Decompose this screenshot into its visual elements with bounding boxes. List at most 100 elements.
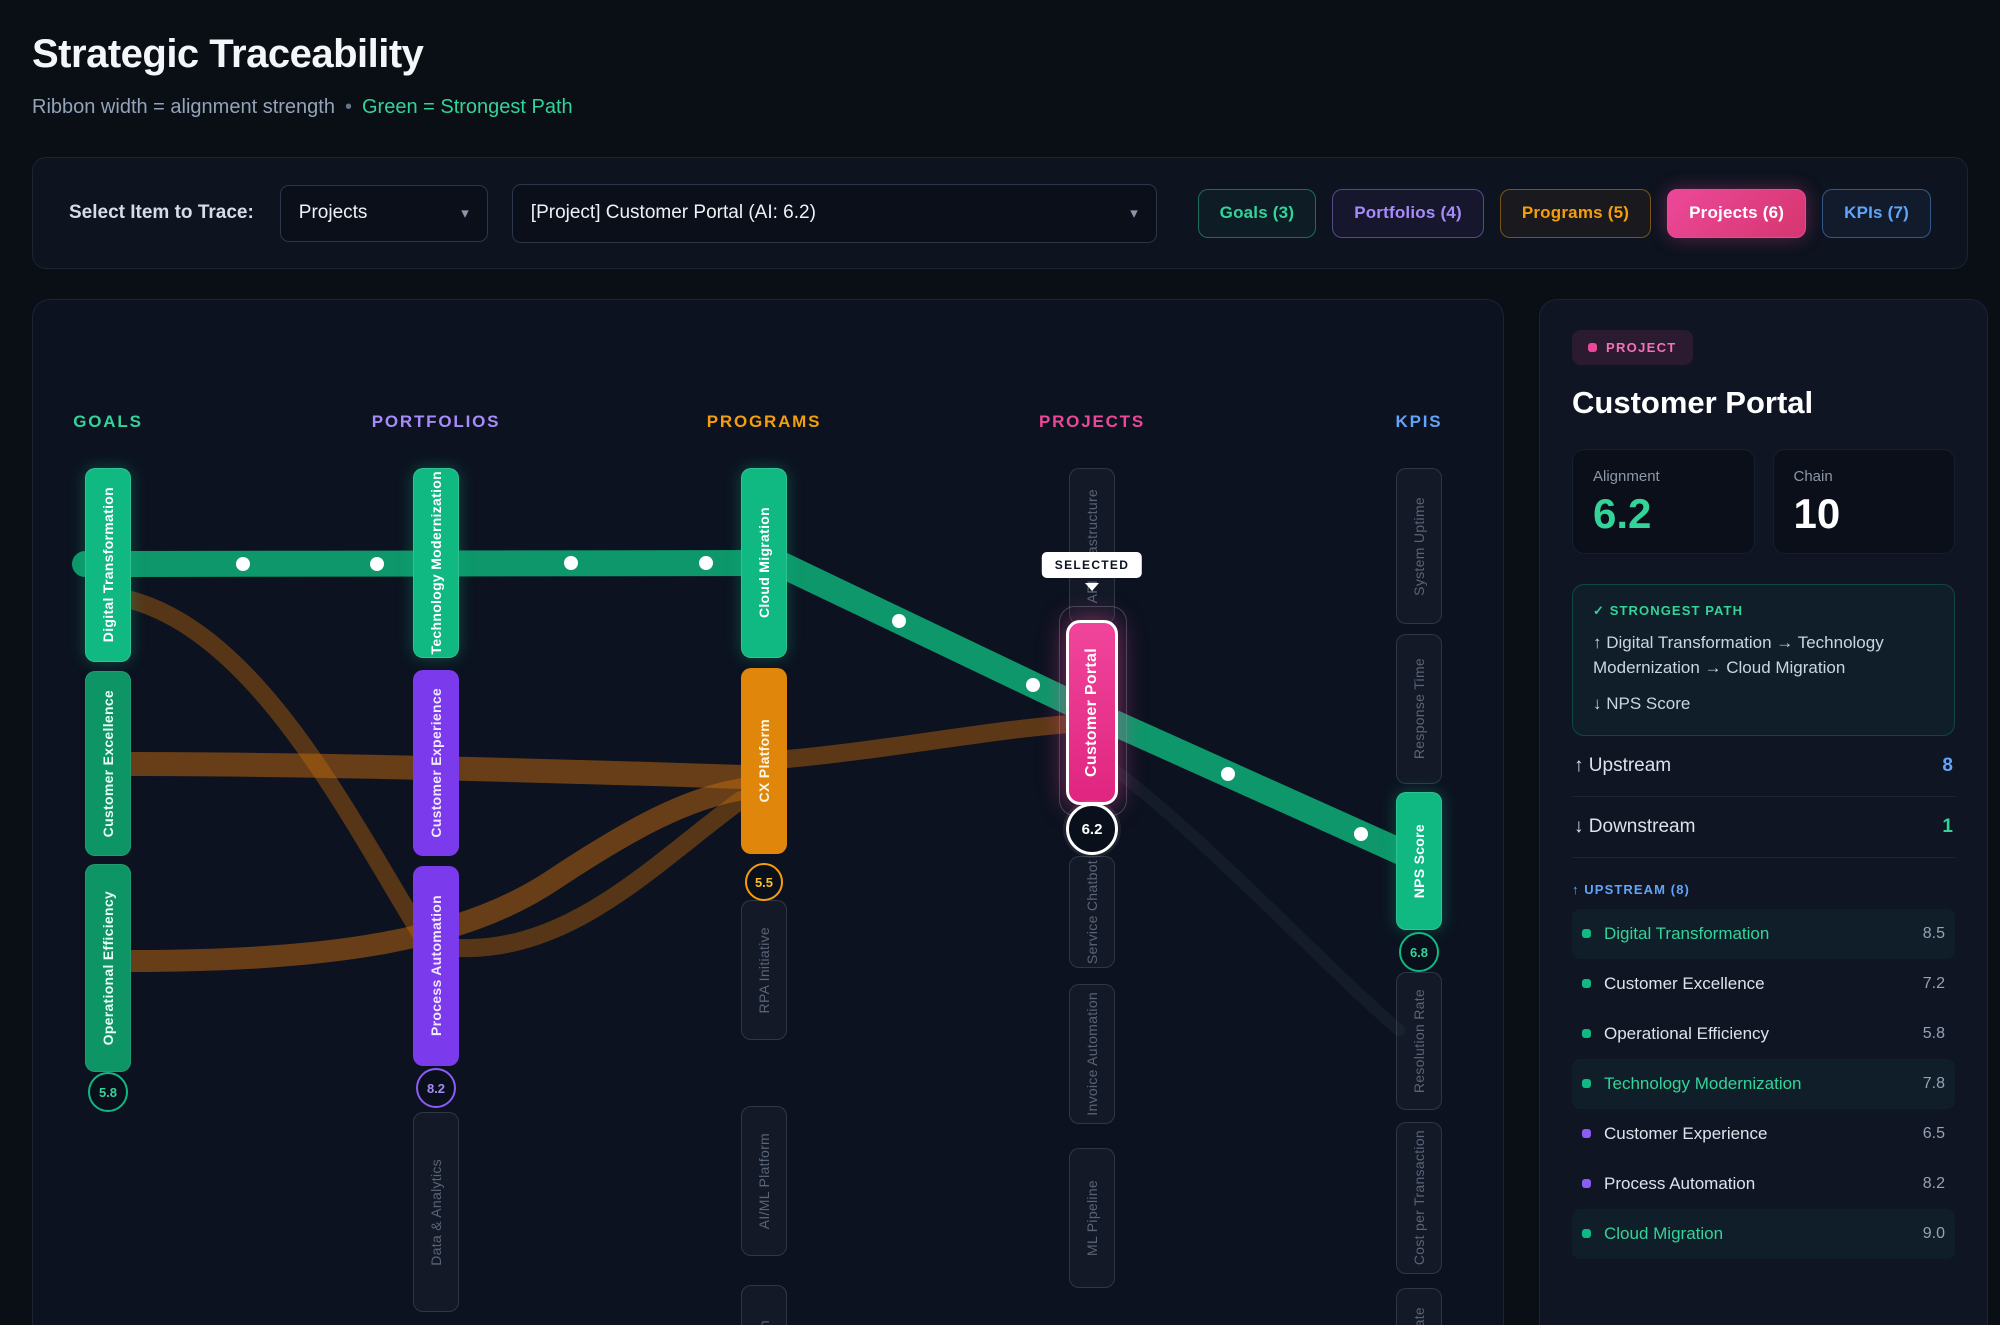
node-api-infrastructure[interactable]: API Infrastructure — [1069, 468, 1115, 624]
stat-label: Alignment — [1593, 468, 1660, 485]
item-score: 7.2 — [1922, 974, 1945, 992]
subtitle-highlight: Green = Strongest Path — [361, 96, 573, 118]
node-label: Customer Excellence — [100, 689, 116, 838]
trace-select-label: Select Item to Trace: — [69, 202, 254, 223]
upstream-item[interactable]: Customer Excellence 7.2 — [1572, 959, 1955, 1009]
stat-card-alignment: Alignment 6.2 — [1572, 449, 1755, 554]
node-digital-transformation[interactable]: Digital Transformation — [85, 468, 131, 662]
ribbon-3 — [122, 591, 430, 943]
stream-counters: ↑ Upstream 8 ↓ Downstream 1 — [1572, 736, 1955, 858]
node-customer-portal[interactable]: Customer Portal — [1066, 620, 1118, 805]
strongest-path-title: STRONGEST PATH — [1609, 603, 1744, 618]
node-label: Response Time — [1411, 658, 1427, 760]
node-nps-score[interactable]: NPS Score — [1396, 792, 1442, 930]
filter-badge-goals[interactable]: Goals (3) — [1197, 188, 1317, 238]
column-header-programs: PROGRAMS — [706, 412, 822, 431]
alignment-score-chip: 6.8 — [1399, 932, 1439, 972]
flow-dot — [564, 556, 578, 570]
node-adoption-rate[interactable]: Adoption Rate — [1396, 1288, 1442, 1325]
stat-cards: Alignment 6.2 Chain 10 — [1572, 449, 1955, 554]
node-cost-per-transaction[interactable]: Cost per Transaction — [1396, 1122, 1442, 1274]
ribbon-4 — [450, 791, 750, 958]
item-dot-icon — [1582, 929, 1591, 939]
node-customer-experience[interactable]: Customer Experience — [413, 670, 459, 856]
node-ml-pipeline[interactable]: ML Pipeline — [1069, 1148, 1115, 1288]
selected-badge: SELECTED — [1041, 552, 1143, 578]
flow-dot — [699, 556, 713, 570]
node-process-automation[interactable]: Process Automation — [413, 866, 459, 1066]
node-rpa-initiative[interactable]: RPA Initiative — [741, 900, 787, 1040]
item-score: 8.5 — [1922, 924, 1945, 942]
node-integration[interactable]: Integration — [741, 1285, 787, 1325]
alignment-score-chip: 5.8 — [88, 1072, 128, 1112]
node-label: Digital Transformation — [100, 487, 116, 643]
project-dot-icon — [1588, 343, 1597, 352]
node-label: RPA Initiative — [756, 926, 772, 1014]
chevron-down-icon: ▾ — [461, 205, 469, 222]
node-service-chatbot[interactable]: Service Chatbot — [1069, 856, 1115, 968]
node-label: Invoice Automation — [1084, 992, 1100, 1116]
node-label: Resolution Rate — [1411, 988, 1427, 1094]
downstream-toggle[interactable]: ↓ Downstream 1 — [1572, 797, 1955, 858]
node-technology-modernization[interactable]: Technology Modernization — [413, 468, 459, 658]
node-label: Customer Experience — [428, 688, 444, 838]
upstream-item[interactable]: Cloud Migration 9.0 — [1572, 1208, 1955, 1259]
node-cx-platform[interactable]: CX Platform — [741, 668, 787, 854]
node-label: Customer Portal — [1083, 648, 1100, 777]
item-dot-icon — [1582, 1229, 1591, 1239]
node-invoice-automation[interactable]: Invoice Automation — [1069, 984, 1115, 1124]
upstream-item[interactable]: Operational Efficiency 5.8 — [1572, 1009, 1955, 1059]
node-label: Adoption Rate — [1411, 1307, 1427, 1325]
item-type-select[interactable]: Projects ▾ — [279, 184, 488, 242]
upstream-item[interactable]: Digital Transformation 8.5 — [1572, 908, 1955, 959]
strongest-path-card: ✓ STRONGEST PATH ↑ Digital Transformatio… — [1572, 584, 1955, 736]
node-ai-ml-platform[interactable]: AI/ML Platform — [741, 1106, 787, 1256]
selected-badge-pointer — [1085, 583, 1099, 591]
trace-item-value: [Project] Customer Portal (AI: 6.2) — [530, 202, 816, 223]
item-type-badge: PROJECT — [1572, 330, 1693, 365]
node-operational-efficiency[interactable]: Operational Efficiency — [85, 864, 131, 1072]
filter-badge-kpis[interactable]: KPIs (7) — [1822, 188, 1931, 238]
filter-badge-programs[interactable]: Programs (5) — [1499, 188, 1652, 238]
flow-dot — [1221, 767, 1235, 781]
column-header-goals: GOALS — [73, 412, 143, 431]
alignment-score-chip: 8.2 — [416, 1068, 456, 1108]
item-dot-icon — [1582, 1129, 1591, 1139]
ribbon-5 — [778, 715, 1078, 768]
flow-dot — [370, 557, 384, 571]
node-label: Technology Modernization — [428, 471, 444, 655]
node-label: ML Pipeline — [1084, 1180, 1100, 1256]
item-score: 9.0 — [1922, 1224, 1945, 1242]
node-response-time[interactable]: Response Time — [1396, 634, 1442, 784]
trace-item-select[interactable]: [Project] Customer Portal (AI: 6.2) ▾ — [511, 183, 1157, 243]
upstream-item[interactable]: Technology Modernization 7.8 — [1572, 1058, 1955, 1109]
node-label: NPS Score — [1411, 823, 1427, 899]
node-system-uptime[interactable]: System Uptime — [1396, 468, 1442, 624]
node-resolution-rate[interactable]: Resolution Rate — [1396, 972, 1442, 1110]
stat-value: 10 — [1793, 490, 1841, 537]
node-customer-excellence[interactable]: Customer Excellence — [85, 671, 131, 856]
item-dot-icon — [1582, 1079, 1591, 1089]
node-label: Service Chatbot — [1084, 859, 1100, 965]
upstream-item[interactable]: Customer Experience 6.5 — [1572, 1109, 1955, 1159]
selected-item-title: Customer Portal — [1572, 385, 1814, 420]
upstream-item[interactable]: Process Automation 8.2 — [1572, 1159, 1955, 1209]
node-cloud-migration[interactable]: Cloud Migration — [741, 468, 787, 658]
item-name: Customer Experience — [1604, 1123, 1768, 1143]
filter-badge-portfolios[interactable]: Portfolios (4) — [1332, 188, 1484, 238]
node-label: Operational Efficiency — [100, 890, 116, 1046]
filter-badge-projects[interactable]: Projects (6) — [1667, 188, 1807, 238]
page-title: Strategic Traceability — [32, 32, 424, 76]
counter-label: ↓ Downstream — [1574, 815, 1696, 837]
subtitle-separator: • — [344, 96, 352, 118]
upstream-toggle[interactable]: ↑ Upstream 8 — [1572, 736, 1955, 797]
strongest-path-downstream: ↓ NPS Score — [1593, 694, 1691, 714]
ribbon-6 — [1109, 764, 1405, 1036]
stat-label: Chain — [1793, 468, 1833, 485]
page-header: Strategic Traceability Ribbon width = al… — [32, 34, 1968, 119]
item-score: 5.8 — [1922, 1024, 1945, 1042]
node-data-analytics[interactable]: Data & Analytics — [413, 1112, 459, 1312]
traceability-diagram: GOALS PORTFOLIOS PROGRAMS PROJECTS KPIS Digit… — [32, 299, 1504, 1325]
node-label: Integration — [756, 1320, 772, 1325]
subtitle-text: Ribbon width = alignment strength — [32, 96, 335, 118]
